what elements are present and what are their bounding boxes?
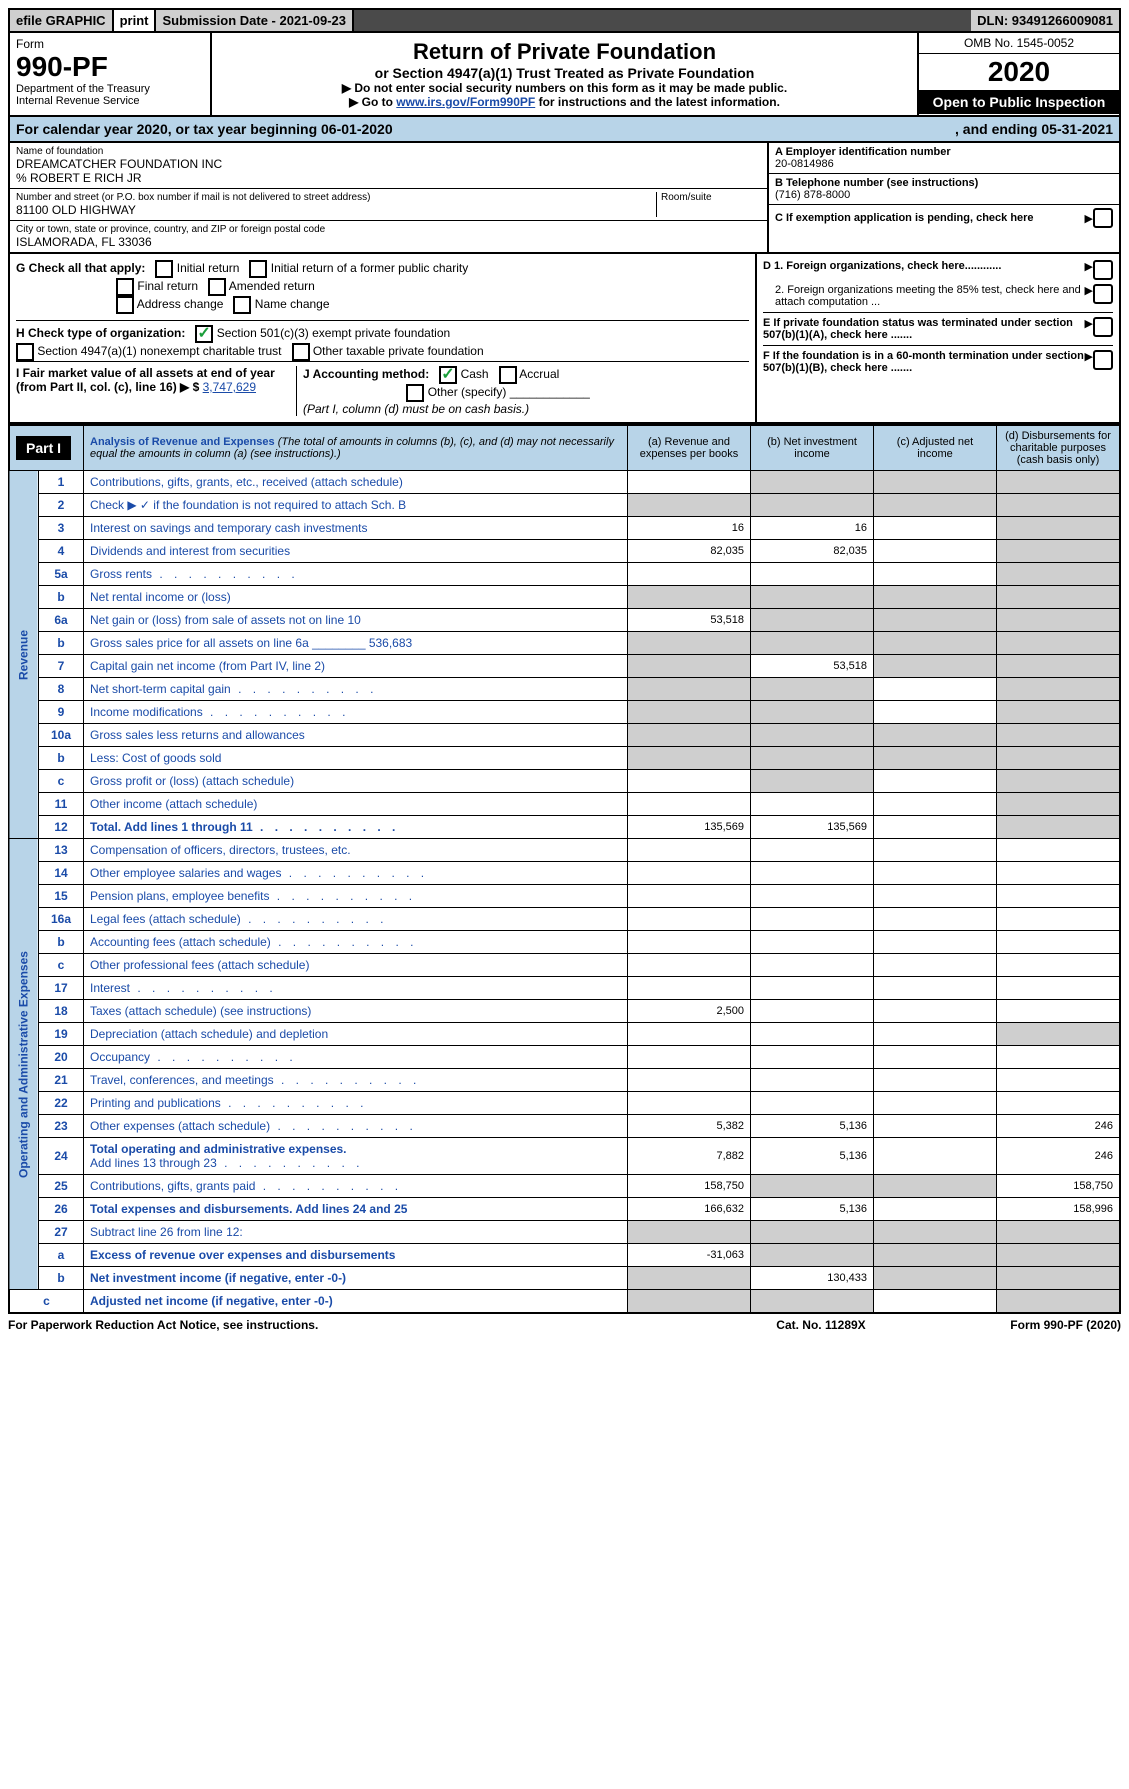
part1-label: Part I	[16, 436, 71, 460]
omb-number: OMB No. 1545-0052	[919, 33, 1119, 54]
dept-irs: Internal Revenue Service	[16, 95, 204, 107]
instr-link: ▶ Go to www.irs.gov/Form990PF for instru…	[218, 95, 911, 109]
cb-501c3[interactable]	[195, 325, 213, 343]
city-state-zip: ISLAMORADA, FL 33036	[16, 235, 761, 249]
check-left: G Check all that apply: Initial return I…	[10, 254, 757, 422]
form-number: 990-PF	[16, 51, 204, 83]
f-checkbox[interactable]	[1093, 350, 1113, 370]
d1-label: D 1. Foreign organizations, check here..…	[763, 260, 1001, 272]
i-value[interactable]: 3,747,629	[203, 380, 256, 394]
side-revenue: Revenue	[9, 471, 39, 839]
ein-label: A Employer identification number	[775, 146, 1113, 158]
footer-mid: Cat. No. 11289X	[721, 1318, 921, 1332]
e-label: E If private foundation status was termi…	[763, 317, 1073, 341]
footer: For Paperwork Reduction Act Notice, see …	[8, 1314, 1121, 1332]
ein-value: 20-0814986	[775, 158, 1113, 170]
e-checkbox[interactable]	[1093, 317, 1113, 337]
header-right: OMB No. 1545-0052 2020 Open to Public In…	[919, 33, 1119, 115]
col-b-header: (b) Net investment income	[751, 425, 874, 471]
cb-other-tax[interactable]	[292, 343, 310, 361]
h-label: H Check type of organization:	[16, 326, 185, 340]
form-label: Form	[16, 37, 204, 51]
d2-label: 2. Foreign organizations meeting the 85%…	[775, 284, 1081, 308]
addr-label: Number and street (or P.O. box number if…	[16, 192, 656, 203]
j-note: (Part I, column (d) must be on cash basi…	[303, 402, 529, 416]
cb-final[interactable]	[116, 278, 134, 296]
cb-initial[interactable]	[155, 260, 173, 278]
part1-table: Part I Analysis of Revenue and Expenses …	[8, 424, 1121, 1314]
header-mid: Return of Private Foundation or Section …	[212, 33, 919, 115]
cb-name-change[interactable]	[233, 296, 251, 314]
col-d-header: (d) Disbursements for charitable purpose…	[997, 425, 1121, 471]
info-left: Name of foundation DREAMCATCHER FOUNDATI…	[10, 143, 769, 252]
cb-address[interactable]	[116, 296, 134, 314]
efile-label: efile GRAPHIC	[10, 10, 114, 31]
footer-right: Form 990-PF (2020)	[921, 1318, 1121, 1332]
phone-label: B Telephone number (see instructions)	[775, 177, 1113, 189]
tax-year: 2020	[919, 54, 1119, 90]
street-address: 81100 OLD HIGHWAY	[16, 203, 656, 217]
c-checkbox[interactable]	[1093, 208, 1113, 228]
c-label: C If exemption application is pending, c…	[775, 212, 1085, 224]
part1-title: Analysis of Revenue and Expenses	[90, 436, 275, 448]
care-of: % ROBERT E RICH JR	[16, 171, 761, 185]
room-label: Room/suite	[661, 192, 761, 203]
instr-ssn: ▶ Do not enter social security numbers o…	[218, 81, 911, 95]
footer-left: For Paperwork Reduction Act Notice, see …	[8, 1318, 721, 1332]
cb-4947[interactable]	[16, 343, 34, 361]
g-label: G Check all that apply:	[16, 261, 145, 275]
info-right: A Employer identification number 20-0814…	[769, 143, 1119, 252]
side-expenses: Operating and Administrative Expenses	[9, 839, 39, 1290]
irs-link[interactable]: www.irs.gov/Form990PF	[396, 95, 535, 109]
calendar-year-row: For calendar year 2020, or tax year begi…	[8, 117, 1121, 143]
dept-treasury: Department of the Treasury	[16, 83, 204, 95]
form-subtitle: or Section 4947(a)(1) Trust Treated as P…	[218, 65, 911, 81]
city-label: City or town, state or province, country…	[16, 224, 761, 235]
d2-checkbox[interactable]	[1093, 284, 1113, 304]
col-c-header: (c) Adjusted net income	[874, 425, 997, 471]
header-left: Form 990-PF Department of the Treasury I…	[10, 33, 212, 115]
cb-cash[interactable]	[439, 366, 457, 384]
cb-amended[interactable]	[208, 278, 226, 296]
check-section: G Check all that apply: Initial return I…	[8, 254, 1121, 424]
f-label: F If the foundation is in a 60-month ter…	[763, 350, 1084, 374]
top-bar: efile GRAPHIC print Submission Date - 20…	[8, 8, 1121, 33]
dln-label: DLN: 93491266009081	[971, 10, 1119, 31]
cb-initial-former[interactable]	[249, 260, 267, 278]
col-a-header: (a) Revenue and expenses per books	[628, 425, 751, 471]
name-label: Name of foundation	[16, 146, 761, 157]
form-title: Return of Private Foundation	[218, 39, 911, 65]
cb-accrual[interactable]	[499, 366, 517, 384]
check-right: D 1. Foreign organizations, check here..…	[757, 254, 1119, 422]
print-button[interactable]: print	[114, 10, 155, 31]
cb-other-method[interactable]	[406, 384, 424, 402]
form-header: Form 990-PF Department of the Treasury I…	[8, 33, 1121, 117]
d1-checkbox[interactable]	[1093, 260, 1113, 280]
foundation-name: DREAMCATCHER FOUNDATION INC	[16, 157, 761, 171]
top-bar-spacer	[354, 10, 971, 31]
submission-date: Submission Date - 2021-09-23	[154, 10, 354, 31]
phone-value: (716) 878-8000	[775, 189, 1113, 201]
open-public: Open to Public Inspection	[919, 90, 1119, 114]
j-label: J Accounting method:	[303, 367, 429, 381]
info-block: Name of foundation DREAMCATCHER FOUNDATI…	[8, 143, 1121, 254]
